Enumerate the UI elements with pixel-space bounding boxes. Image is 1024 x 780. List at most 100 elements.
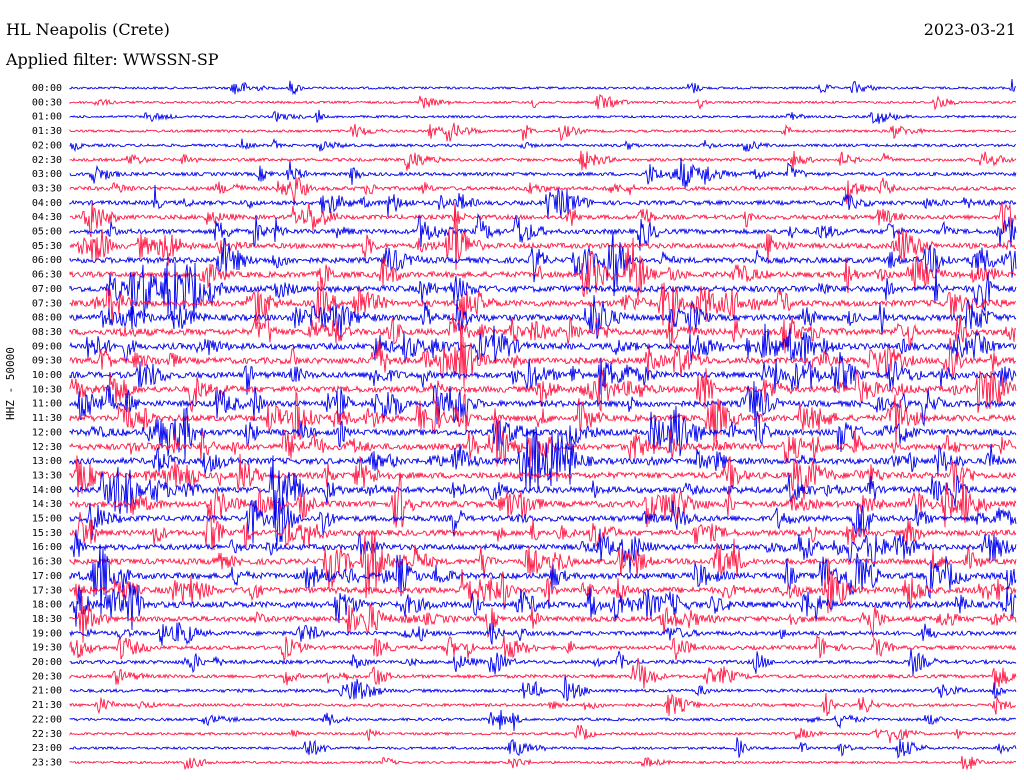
trace-row [69, 693, 1017, 717]
time-tick-label: 17:00 [32, 571, 62, 582]
time-tick-label: 21:00 [32, 686, 62, 697]
time-tick-label: 10:30 [32, 384, 62, 395]
time-tick-label: 19:00 [32, 628, 62, 639]
trace-row [69, 368, 1017, 413]
trace-row [69, 622, 1017, 646]
time-tick-label: 22:30 [32, 729, 62, 740]
time-tick-label: 15:00 [32, 514, 62, 525]
time-tick-label: 02:30 [32, 155, 62, 166]
time-tick-label: 21:30 [32, 700, 62, 711]
trace-row [69, 323, 1017, 387]
time-tick-label: 10:00 [32, 370, 62, 381]
trace-row [69, 176, 1017, 205]
trace-row [69, 381, 1017, 427]
station-title: HL Neapolis (Crete) [6, 20, 170, 39]
time-tick-label: 17:30 [32, 585, 62, 596]
time-tick-label: 12:30 [32, 442, 62, 453]
trace-row [69, 390, 1017, 444]
trace-row [69, 323, 1017, 366]
time-tick-label: 04:00 [32, 198, 62, 209]
trace-row [69, 150, 1017, 171]
trace-row [69, 634, 1017, 662]
trace-row [69, 78, 1017, 96]
time-tick-label: 16:00 [32, 542, 62, 553]
trace-row [69, 426, 1017, 492]
time-tick-label: 03:00 [32, 169, 62, 180]
trace-row [69, 755, 1017, 771]
trace-row [69, 505, 1017, 551]
filter-label: Applied filter: WWSSN-SP [6, 50, 219, 69]
trace-row [69, 303, 1017, 354]
time-tick-label: 03:30 [32, 183, 62, 194]
time-tick-label: 14:30 [32, 499, 62, 510]
trace-row [69, 595, 1017, 643]
trace-row [69, 724, 1017, 744]
time-tick-label: 02:00 [32, 140, 62, 151]
trace-row [69, 93, 1017, 111]
time-tick-label: 00:00 [32, 83, 62, 94]
trace-row [69, 582, 1017, 631]
time-tick-label: 18:30 [32, 614, 62, 625]
trace-row [69, 497, 1017, 546]
trace-row [69, 453, 1017, 500]
time-tick-label: 06:00 [32, 255, 62, 266]
trace-row [69, 657, 1017, 689]
trace-row [69, 709, 1017, 731]
time-tick-label: 12:00 [32, 427, 62, 438]
trace-row [69, 405, 1017, 461]
time-tick-label: 23:00 [32, 743, 62, 754]
trace-row [69, 281, 1017, 334]
trace-row [69, 109, 1017, 124]
time-tick-label: 13:00 [32, 456, 62, 467]
time-tick-label: 13:30 [32, 470, 62, 481]
trace-row [69, 648, 1017, 676]
trace-row [69, 737, 1017, 759]
trace-row [69, 544, 1017, 616]
trace-row [69, 455, 1017, 521]
trace-row [69, 472, 1017, 528]
time-tick-label: 09:30 [32, 356, 62, 367]
time-tick-label: 04:30 [32, 212, 62, 223]
trace-row [69, 237, 1017, 300]
trace-row [69, 201, 1017, 237]
trace-row [69, 212, 1017, 251]
time-tick-label: 01:30 [32, 126, 62, 137]
trace-row [69, 122, 1017, 142]
time-tick-label: 05:00 [32, 227, 62, 238]
time-tick-label: 14:00 [32, 485, 62, 496]
time-tick-label: 08:00 [32, 313, 62, 324]
trace-row [69, 295, 1017, 340]
time-tick-label: 11:00 [32, 399, 62, 410]
time-tick-label: 08:30 [32, 327, 62, 338]
time-tick-label: 20:00 [32, 657, 62, 668]
time-tick-labels: 00:00 00:30 01:00 01:30 02:00 02:30 03:00 03:30… [32, 83, 62, 768]
time-tick-label: 20:30 [32, 671, 62, 682]
time-tick-label: 06:30 [32, 270, 62, 281]
trace-row [69, 675, 1017, 702]
time-tick-label: 07:00 [32, 284, 62, 295]
seismic-traces [69, 78, 1017, 771]
time-tick-label: 23:30 [32, 757, 62, 768]
trace-row [69, 157, 1017, 189]
time-tick-label: 16:30 [32, 557, 62, 568]
time-tick-label: 22:00 [32, 714, 62, 725]
time-tick-label: 01:00 [32, 112, 62, 123]
time-tick-label: 18:00 [32, 600, 62, 611]
trace-row [69, 262, 1017, 330]
trace-row [69, 560, 1017, 614]
date-label: 2023-03-21 [923, 20, 1016, 39]
time-tick-label: 00:30 [32, 97, 62, 108]
time-tick-label: 15:30 [32, 528, 62, 539]
time-tick-label: 09:00 [32, 341, 62, 352]
trace-row [69, 210, 1017, 271]
trace-row [69, 231, 1017, 297]
trace-row [69, 351, 1017, 395]
time-tick-label: 05:30 [32, 241, 62, 252]
trace-row [69, 137, 1017, 153]
time-tick-label: 11:30 [32, 413, 62, 424]
trace-row [69, 408, 1017, 468]
time-tick-label: 07:30 [32, 298, 62, 309]
trace-row [69, 184, 1017, 219]
trace-row [69, 528, 1017, 574]
